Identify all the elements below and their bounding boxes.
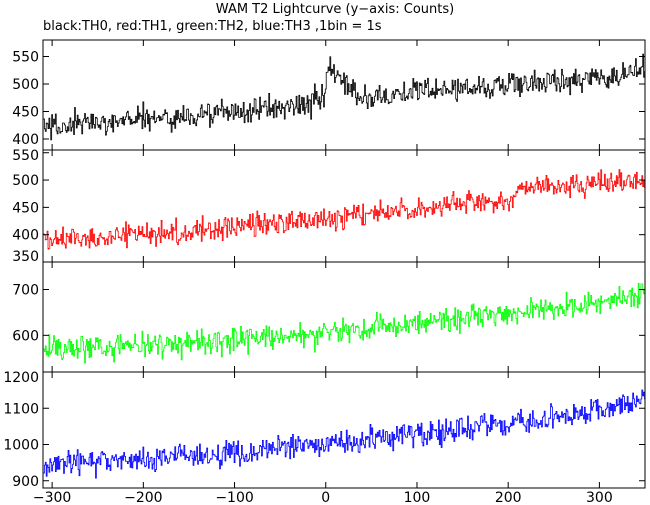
y-tick-label: 1200: [3, 370, 39, 386]
x-tick-label: 100: [404, 490, 431, 505]
series-line-th0: [43, 53, 645, 141]
panels: 400 450 500 550 350 400 450 500 550 600 700 900 1000…: [3, 39, 646, 490]
y-tick-label: 500: [12, 173, 39, 189]
chart-subtitle: black:TH0, red:TH1, green:TH2, blue:TH3 …: [43, 19, 382, 34]
y-tick-label: 900: [12, 474, 39, 490]
x-tick-label: 0: [321, 490, 330, 505]
series-line-th1: [43, 169, 645, 250]
y-tick-label: 700: [12, 283, 39, 299]
x-axis: −300 −200 −100 0 100 200 300: [33, 490, 613, 505]
panel-frame: [42, 261, 646, 373]
y-tick-label: 350: [12, 249, 39, 265]
y-tick-label: 450: [12, 200, 39, 216]
y-tick-label: 400: [12, 132, 39, 148]
series-line-th2: [43, 283, 645, 364]
y-tick-label: 400: [12, 228, 39, 244]
panel-th2: 600 700: [12, 261, 646, 373]
panel-frame: [42, 39, 646, 151]
panel-th1: 350 400 450 500 550: [12, 148, 646, 265]
y-tick-label: 1100: [3, 401, 39, 417]
panel-frame: [42, 149, 646, 263]
panel-th3: 900 1000 1100 1200: [3, 370, 646, 490]
panel-th0: 400 450 500 550: [12, 39, 646, 151]
y-tick-label: 550: [12, 50, 39, 66]
x-tick-label: 200: [495, 490, 522, 505]
x-tick-label: 300: [586, 490, 613, 505]
x-tick-label: −100: [215, 490, 253, 505]
y-tick-label: 600: [12, 328, 39, 344]
y-tick-label: 550: [12, 148, 39, 164]
y-tick-label: 1000: [3, 438, 39, 454]
x-tick-label: −300: [33, 490, 71, 505]
panel-frame: [42, 371, 646, 489]
series-line-th3: [43, 389, 645, 479]
chart-title: WAM T2 Lightcurve (y−axis: Counts): [216, 2, 454, 17]
x-tick-label: −200: [124, 490, 162, 505]
y-tick-label: 450: [12, 105, 39, 121]
y-tick-label: 500: [12, 77, 39, 93]
